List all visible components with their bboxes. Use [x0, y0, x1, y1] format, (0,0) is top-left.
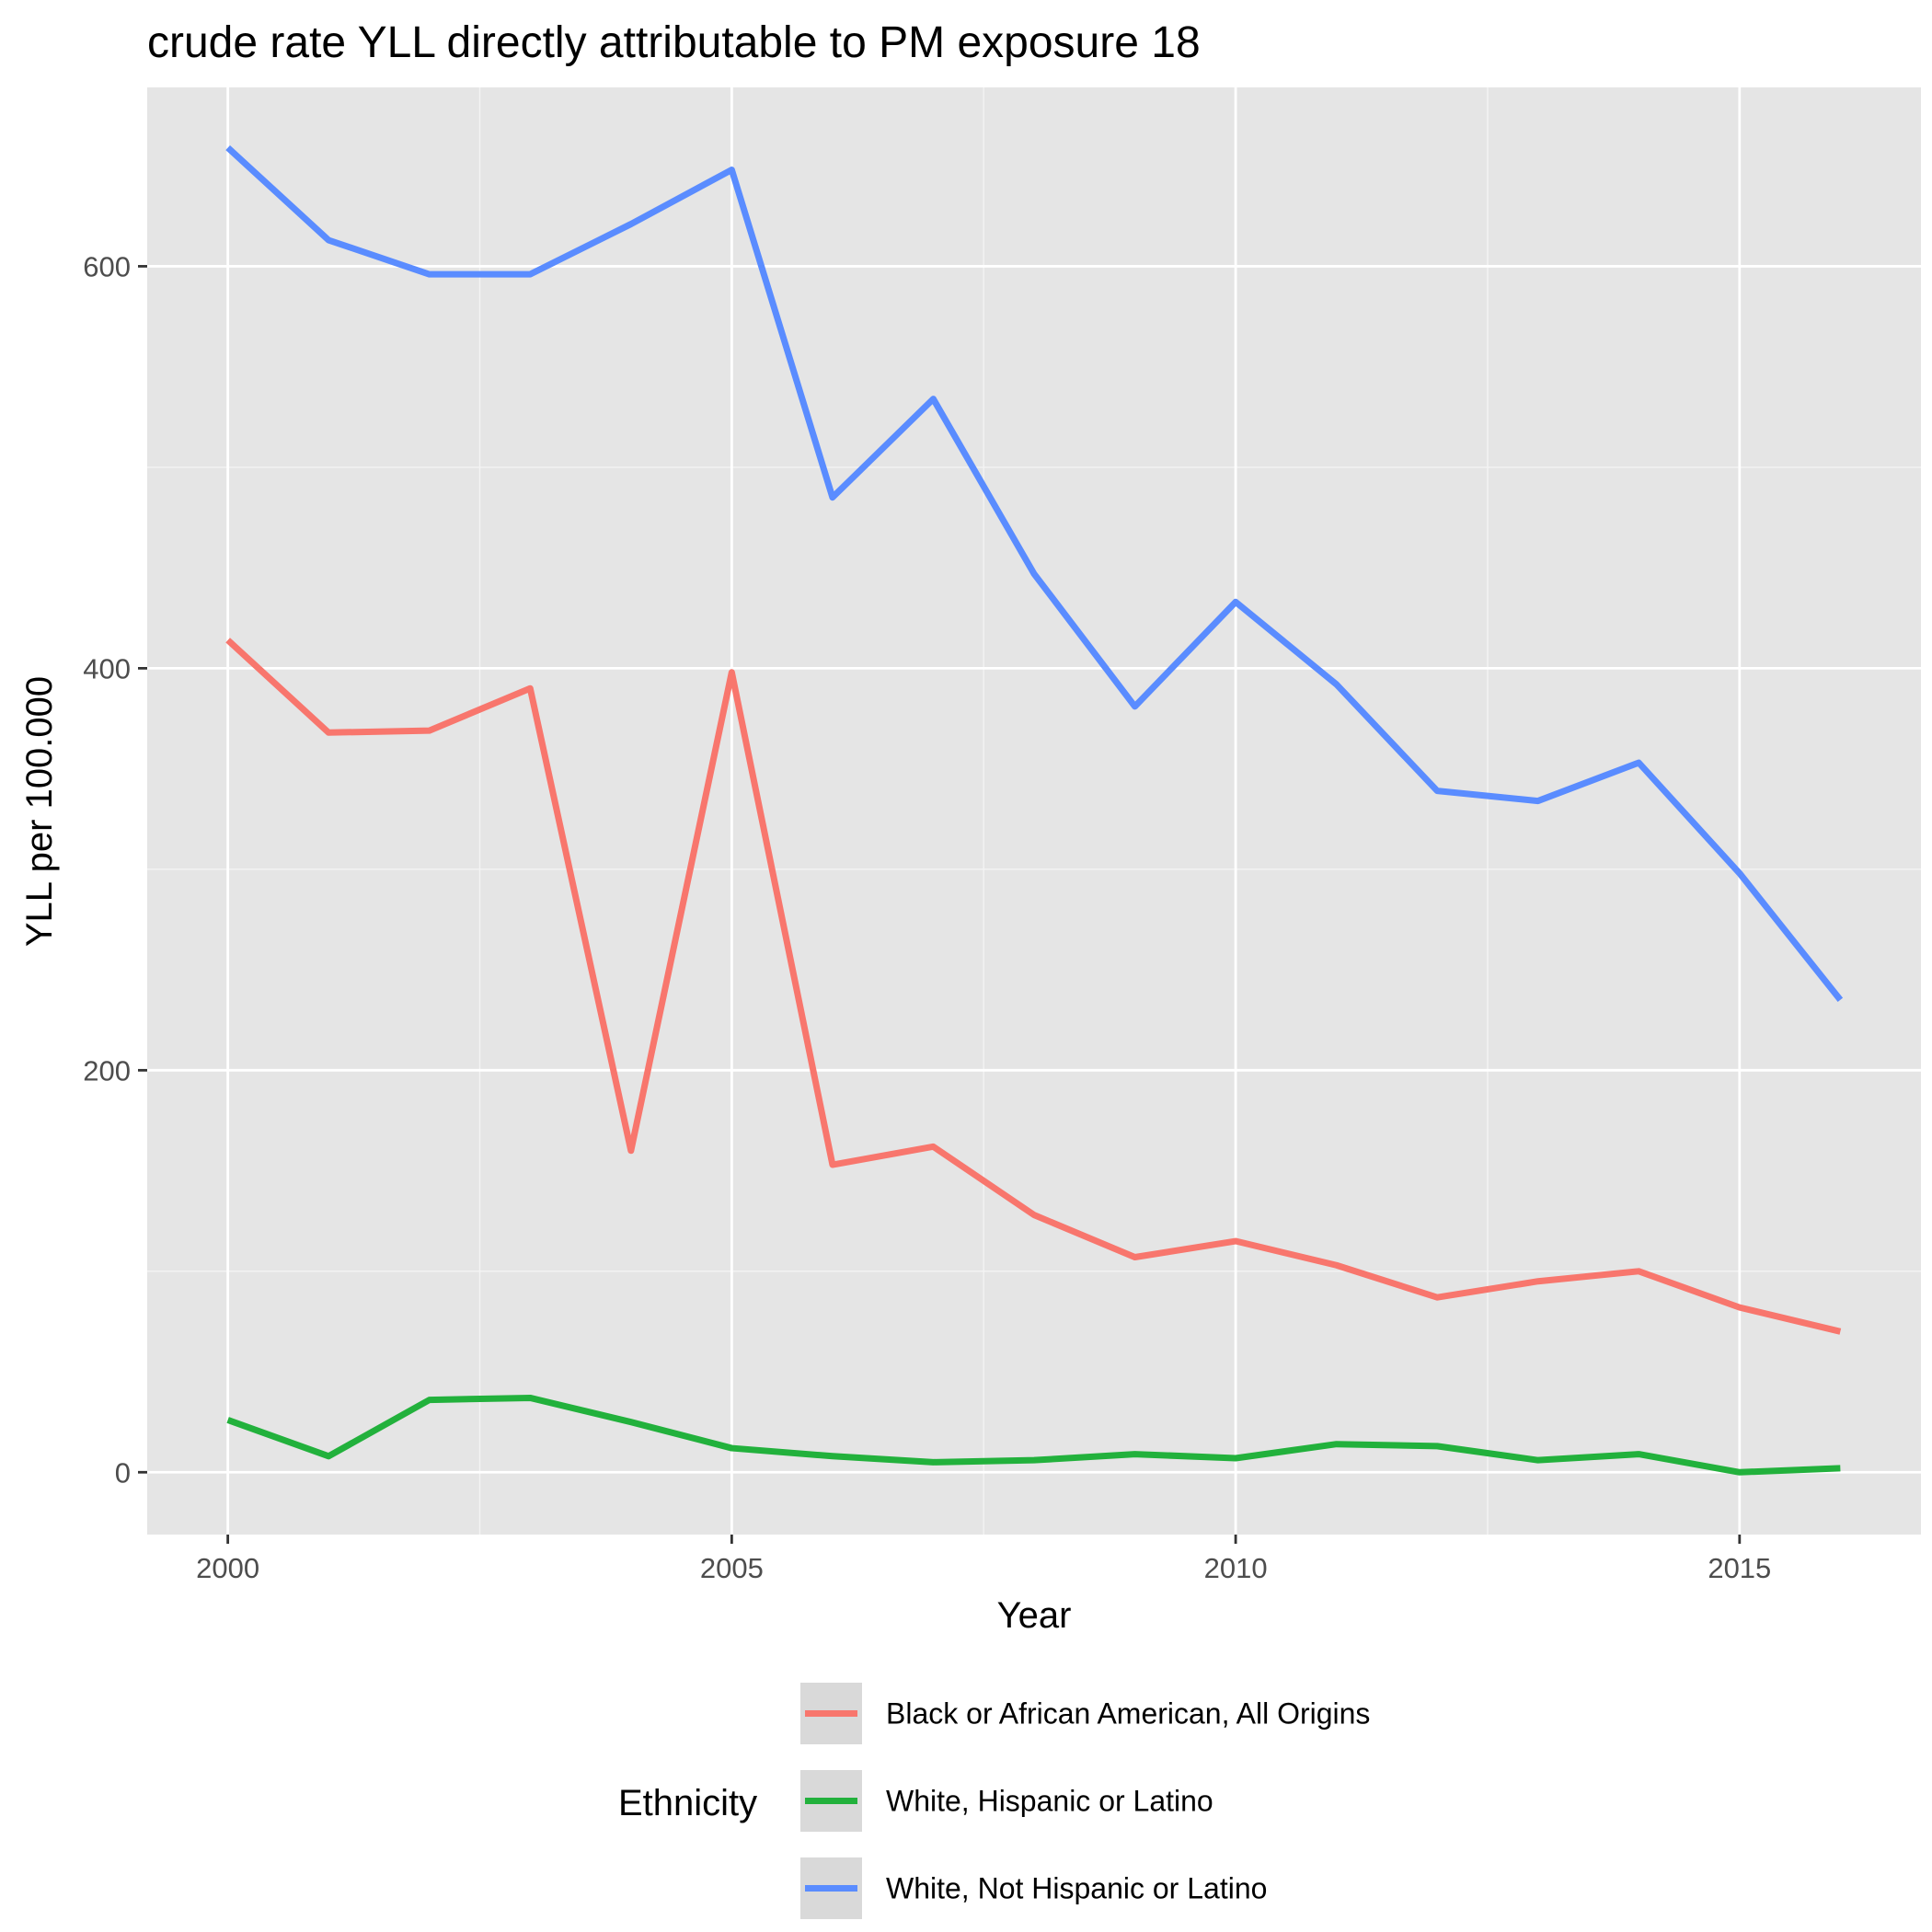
legend-label: White, Not Hispanic or Latino — [886, 1872, 1267, 1905]
legend-label: Black or African American, All Origins — [886, 1697, 1370, 1731]
legend-title: Ethnicity — [618, 1783, 757, 1823]
series-line — [225, 144, 1844, 1003]
y-tick-label: 200 — [83, 1054, 131, 1087]
x-tick-label: 2010 — [1204, 1552, 1268, 1584]
legend: Ethnicity Black or African American, All… — [618, 1681, 1370, 1921]
chart-title: crude rate YLL directly attributable to … — [147, 18, 1201, 67]
x-tick-label: 2005 — [700, 1552, 764, 1584]
legend-label: White, Hispanic or Latino — [886, 1785, 1213, 1818]
y-axis-title: YLL per 100.000 — [19, 676, 60, 947]
series-line — [225, 638, 1842, 1335]
y-tick-label: 400 — [83, 652, 131, 684]
plot-panel — [147, 87, 1921, 1535]
x-axis: 2000 2005 2010 2015 — [196, 1535, 1771, 1584]
series-line — [226, 1394, 1841, 1476]
y-tick-label: 0 — [115, 1456, 131, 1489]
minor-gridlines — [147, 87, 1921, 1535]
major-gridlines — [147, 87, 1921, 1535]
x-axis-title: Year — [997, 1595, 1072, 1636]
x-tick-label: 2000 — [196, 1552, 259, 1584]
x-tick-label: 2015 — [1708, 1552, 1771, 1584]
series-lines — [225, 144, 1844, 1476]
y-tick-label: 600 — [83, 250, 131, 282]
y-axis: 0 200 400 600 — [83, 250, 147, 1489]
